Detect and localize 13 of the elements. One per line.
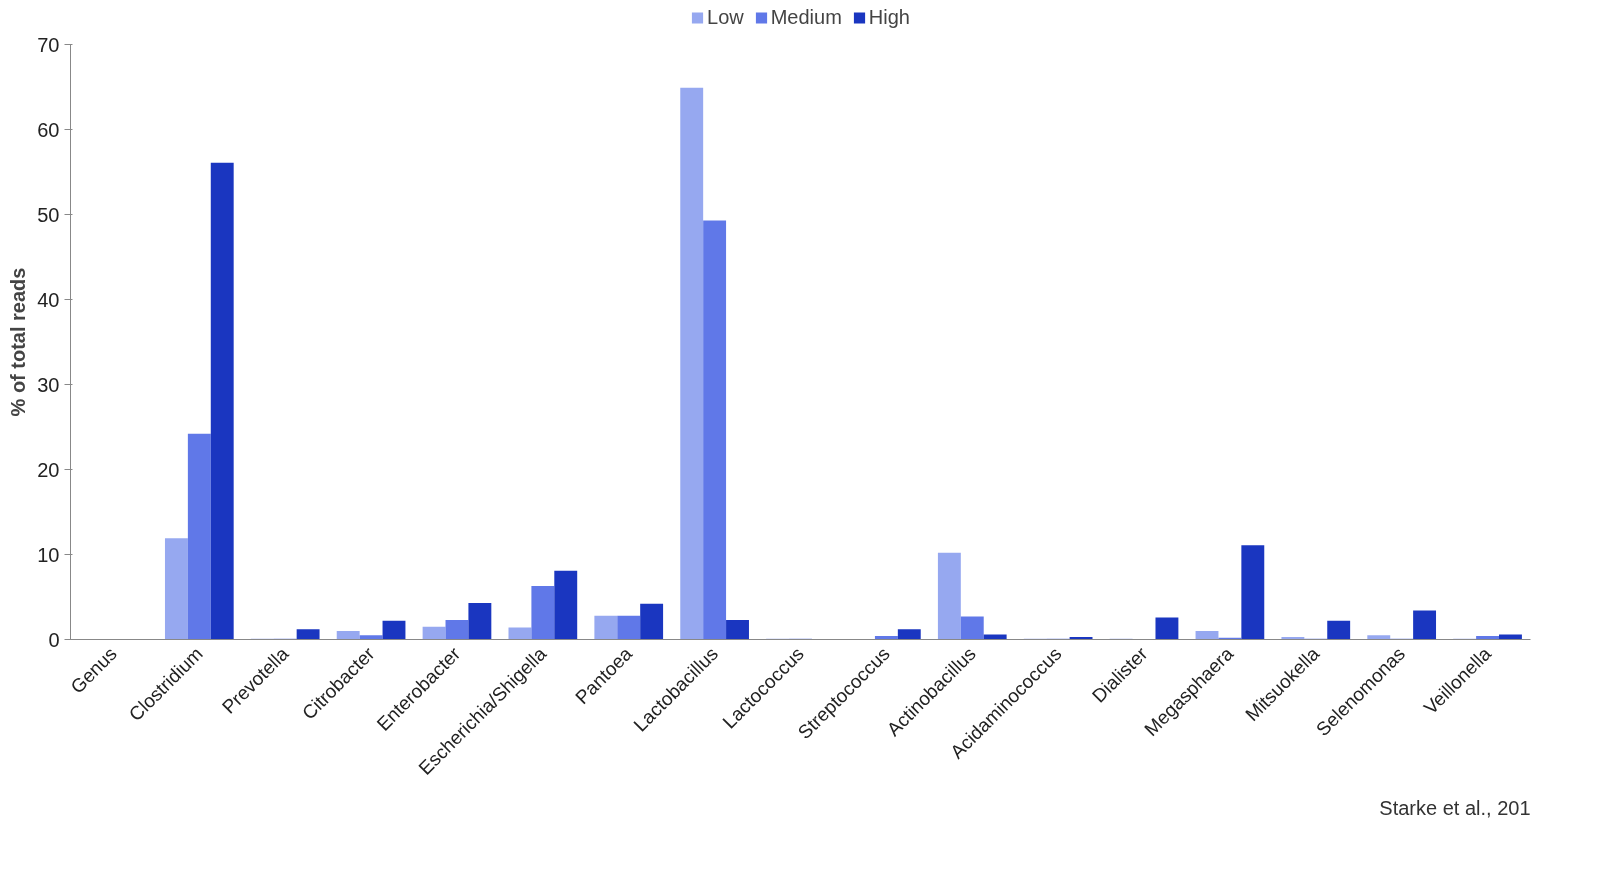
y-tick-label: 10 [37, 543, 60, 566]
y-tick-label: 50 [37, 203, 60, 226]
y-tick-label: 30 [37, 373, 60, 396]
text: Starke et al., 201 [1379, 796, 1531, 819]
y-tick-label: 40 [37, 288, 60, 311]
y-tick-label: 20 [37, 458, 60, 481]
legend-label: Medium [770, 5, 842, 29]
y-tick-label: 70 [37, 33, 60, 56]
legend-label: Low [707, 5, 744, 29]
y-tick-label: 60 [37, 118, 60, 141]
y-tick-label: 0 [48, 628, 60, 651]
legend-label: High [868, 5, 910, 29]
y-axis-title: % of total reads [7, 267, 30, 417]
